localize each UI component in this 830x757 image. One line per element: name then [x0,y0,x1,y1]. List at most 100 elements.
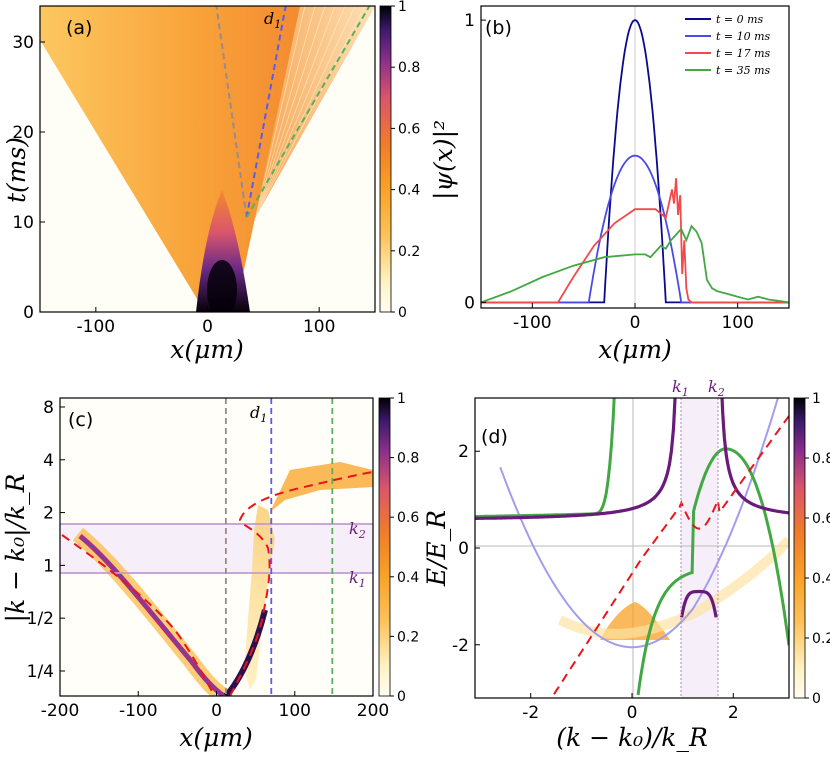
colorbar-tick-label: 0.6 [812,511,830,527]
colorbar-tick-label: 0 [398,305,407,321]
k1-label-d: k1 [672,377,689,399]
panel-c-density [60,462,373,696]
colorbar-c-ticks: 0 0.2 0.4 0.6 0.8 1 [390,391,419,705]
legend-entry: t = 10 ms [716,30,771,43]
panel-a-ticks: -100 0 100 0 10 20 30 [12,33,335,337]
x-tick-label: 0 [630,313,641,333]
condensate-peak [207,260,237,312]
series-line-3 [481,224,789,304]
legend-entry: t = 0 ms [716,13,764,26]
guide-line-green [245,6,371,219]
panel-c-ylabel: |k − k₀|/k_R [1,474,31,623]
y-tick-label: 1/2 [27,609,54,629]
series-line-1 [481,154,789,304]
x-tick-label: 2 [728,703,739,723]
x-tick-label: 0 [627,703,638,723]
colorbar-tick-label: 0.4 [398,183,420,199]
colorbar-tick-label: 0.2 [812,631,830,647]
legend-entry: t = 35 ms [716,64,771,77]
colorbar-tick-label: 0.6 [397,510,419,526]
colorbar-tick-label: 0 [397,689,406,705]
y-tick-label: 4 [43,451,54,471]
y-tick-label: -2 [452,636,469,656]
k-band-d [681,398,718,698]
colorbar-d [793,397,806,699]
panel-b-xlabel: x(μm) [598,335,672,364]
x-tick-label: -100 [77,317,116,337]
colorbar-tick-label: 0.6 [398,121,420,137]
colorbar-tick-label: 1 [398,0,407,15]
d1-annotation-c: d1 [250,403,267,425]
purple-band-dome [680,589,718,618]
panel-d: -2 0 2-202 (d) k1 k2 E/E_R (k − k₀)/k_R 00… [422,377,830,752]
y-tick-label: 10 [12,213,34,233]
series-line-0 [481,19,789,304]
guide-lines-a [215,6,371,219]
y-tick-label: 2 [43,504,54,524]
colorbar-tick-label: 0 [812,691,821,707]
d1-annotation-a: d1 [264,9,281,31]
x-tick-label: 0 [202,317,213,337]
x-tick-label: 0 [211,701,222,721]
colorbar-tick-label: 0.8 [397,451,419,467]
lower-band-line [499,398,779,649]
k2-label-c: k2 [349,519,366,541]
y-tick-label: 0 [458,539,469,559]
y-tick-label: 0 [464,293,475,313]
panel-c-xlabel: x(μm) [179,723,253,752]
colorbar-tick-label: 1 [812,391,821,407]
panel-d-ticks: -2 0 2 -2 0 2 [452,442,739,723]
colorbar-tick-label: 0.4 [812,571,830,587]
y-tick-label: 0 [23,303,34,323]
green-band-right [725,447,789,646]
guide-line-blue [245,6,287,218]
colorbar-tick-label: 0.8 [812,451,830,467]
panel-b-series [481,19,789,304]
colorbar-a-ticks: 0 0.2 0.4 0.6 0.8 1 [391,0,420,321]
x-tick-label: 100 [279,701,311,721]
panel-a-density [40,6,375,312]
panel-b-legend: t = 0 ms t = 10 ms t = 17 ms t = 35 ms [685,13,771,77]
guide-line-grey [215,6,248,218]
colorbar-tick-label: 0.8 [398,60,420,76]
y-tick-label: 8 [43,398,54,418]
colorbar-c [378,397,391,697]
y-tick-label: 1/4 [27,662,54,682]
x-tick-label: -100 [119,701,158,721]
panel-c-label: (c) [68,409,93,431]
panel-a-ylabel: t(ms) [2,137,31,203]
semiclassical-trajectory-c [61,471,373,696]
panel-d-ylabel: E/E_R [422,510,451,587]
colorbar-tick-label: 0.4 [397,570,419,586]
panel-d-xlabel: (k − k₀)/k_R [556,723,708,752]
panel-d-content [475,398,789,698]
purple-band-right [720,398,789,515]
interference-fringes [255,6,375,218]
k2-label-d: k2 [708,377,725,399]
green-band-middle [636,447,726,696]
y-tick-label: 1 [43,556,54,576]
colorbar-d-ticks: 0 0.2 0.4 0.6 0.8 1 [805,391,830,707]
legend-entry: t = 17 ms [716,47,771,60]
colorbar-a [379,5,392,313]
y-tick-label: 30 [12,33,34,53]
x-tick-label: -2 [522,703,539,723]
ridge-center-line [83,539,225,696]
colorbar-tick-label: 0.2 [398,244,420,260]
panel-c-ticks: -200 -100 0 100 200 1/4 1/2 1 2 4 8 [27,398,390,721]
y-tick-label: 2 [458,442,469,462]
panel-b-ylabel: |ψ(x)|² [429,120,459,200]
y-tick-label: 1 [464,11,475,31]
x-tick-label: 100 [721,313,753,333]
panel-b-ticks: -100 0 100 0 1 [464,11,754,333]
fringe-lines [255,6,366,217]
high-k-branch [270,462,373,512]
colorbar-tick-label: 1 [397,391,406,407]
x-tick-label: 200 [357,701,389,721]
colorbar-tick-label: 0.2 [397,629,419,645]
x-tick-label: -100 [513,313,552,333]
y-tick-label: 20 [12,123,34,143]
